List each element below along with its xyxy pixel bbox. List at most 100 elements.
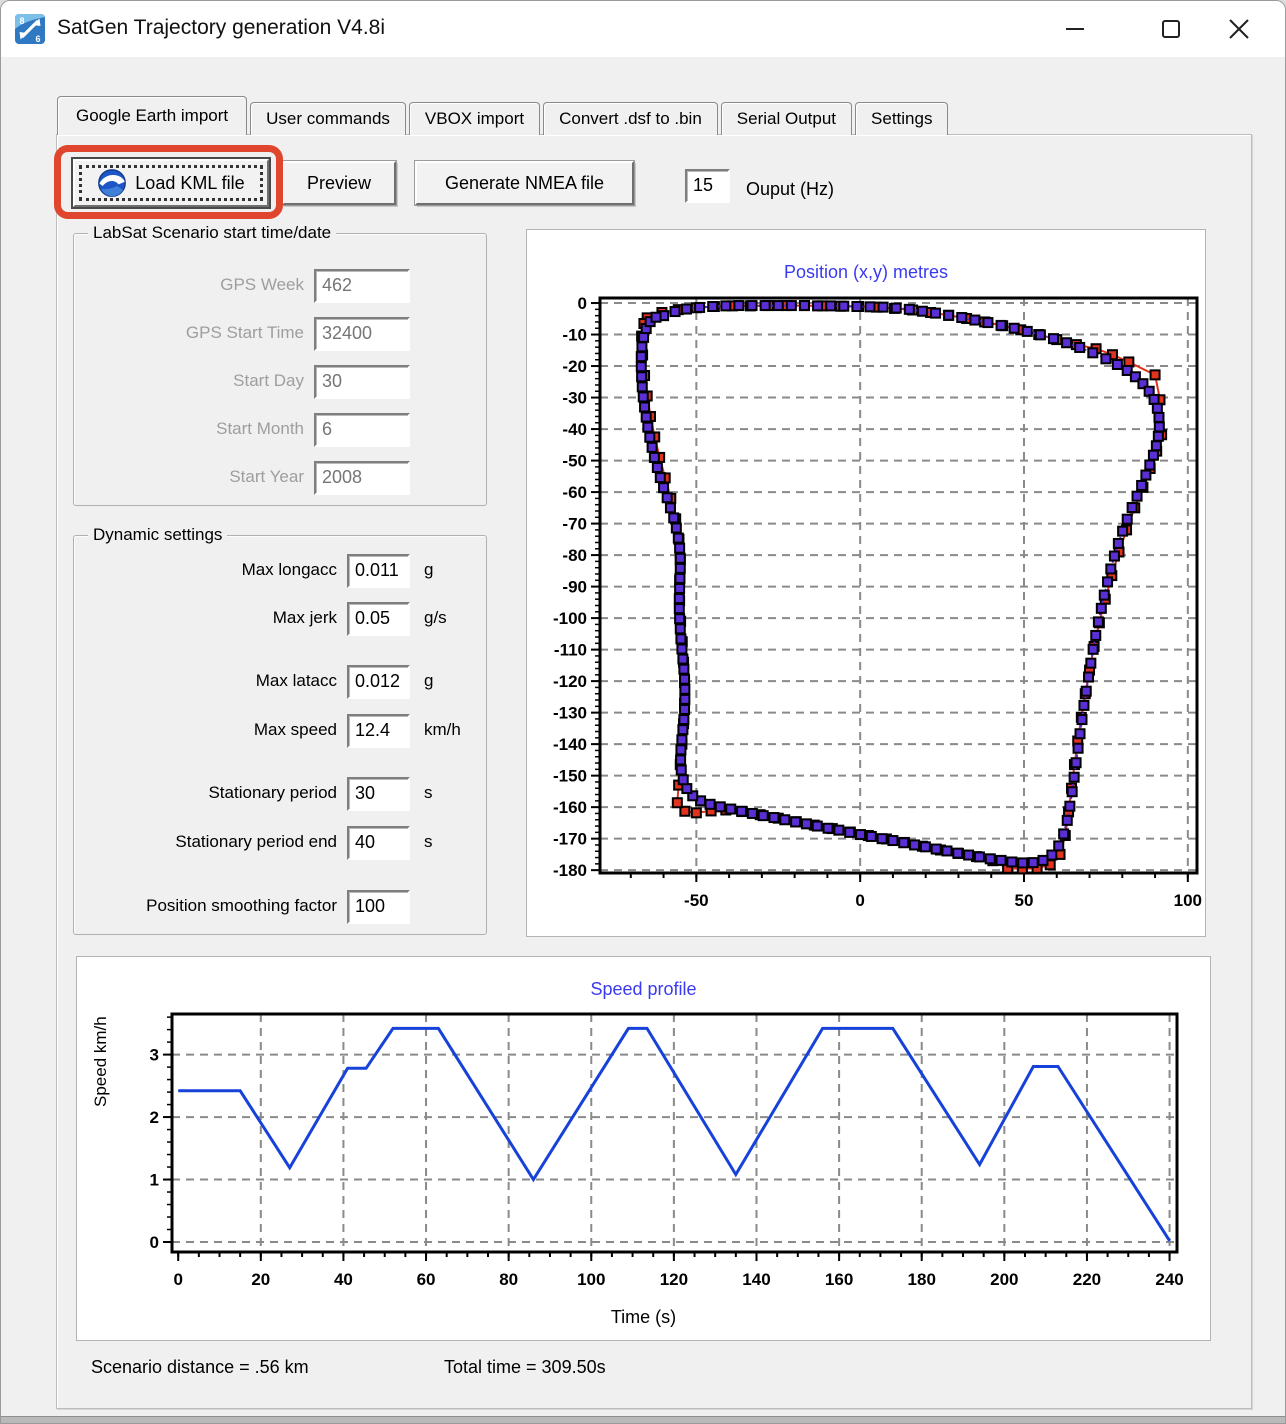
close-button[interactable] bbox=[1207, 1, 1271, 57]
gps-week-label: GPS Week bbox=[220, 275, 304, 294]
start-year-input[interactable]: 2008 bbox=[314, 461, 410, 495]
start-day-label: Start Day bbox=[233, 371, 304, 390]
scenario-distance-status: Scenario distance = .56 km bbox=[91, 1357, 309, 1377]
window-bottom-edge bbox=[1, 1416, 1285, 1423]
field-row: Max speed 12.4 km/h bbox=[74, 714, 486, 748]
dynamics-group-title: Dynamic settings bbox=[88, 525, 228, 545]
svg-text:-130: -130 bbox=[553, 704, 587, 723]
svg-text:140: 140 bbox=[742, 1270, 770, 1289]
dynamics-groupbox: Dynamic settings Max longacc 0.011 g Max… bbox=[73, 525, 487, 935]
maximize-button[interactable] bbox=[1139, 1, 1203, 57]
position-smoothing-factor-label: Position smoothing factor bbox=[146, 896, 337, 915]
max-speed-label: Max speed bbox=[253, 720, 337, 739]
svg-text:-90: -90 bbox=[562, 578, 587, 597]
field-row: GPS Start Time 32400 bbox=[74, 317, 486, 351]
scenario-groupbox: LabSat Scenario start time/date GPS Week… bbox=[73, 223, 487, 506]
start-month-label: Start Month bbox=[216, 419, 304, 438]
svg-text:-50: -50 bbox=[562, 452, 587, 471]
max-jerk-input[interactable]: 0.05 bbox=[347, 602, 410, 636]
svg-text:-170: -170 bbox=[553, 830, 587, 849]
position-chart-panel: Position (x,y) metres -50 0 50 100 -180 -170-… bbox=[526, 229, 1206, 937]
generate-nmea-file-button[interactable]: Generate NMEA file bbox=[415, 161, 634, 205]
svg-text:200: 200 bbox=[990, 1270, 1018, 1289]
field-row: Stationary period end 40 s bbox=[74, 826, 486, 860]
field-row: Max latacc 0.012 g bbox=[74, 665, 486, 699]
position-smoothing-factor-input[interactable]: 100 bbox=[347, 890, 410, 924]
position-chart-title: Position (x,y) metres bbox=[783, 262, 949, 282]
speed-chart-panel: Speed profile Speed km/h 0 20 40 60 80 100 120… bbox=[76, 956, 1211, 1341]
svg-text:0: 0 bbox=[173, 1270, 182, 1289]
field-row: Start Day 30 bbox=[74, 365, 486, 399]
svg-text:-10: -10 bbox=[562, 326, 587, 345]
stationary-period-end-unit: s bbox=[424, 832, 433, 851]
app-icon: 8 6 bbox=[15, 14, 45, 44]
max-speed-input[interactable]: 12.4 bbox=[347, 714, 410, 748]
max-latacc-unit: g bbox=[424, 671, 434, 690]
svg-text:-60: -60 bbox=[562, 483, 587, 502]
start-month-input[interactable]: 6 bbox=[314, 413, 410, 447]
svg-text:-180: -180 bbox=[553, 861, 587, 880]
svg-text:-140: -140 bbox=[553, 735, 587, 754]
tab-settings[interactable]: Settings bbox=[855, 102, 949, 135]
tab-serial-output[interactable]: Serial Output bbox=[720, 102, 853, 135]
svg-text:-50: -50 bbox=[684, 891, 709, 910]
stationary-period-unit: s bbox=[424, 783, 433, 802]
stationary-period-label: Stationary period bbox=[208, 783, 337, 802]
field-row: Position smoothing factor 100 bbox=[74, 890, 486, 924]
tab-user-commands[interactable]: User commands bbox=[250, 102, 406, 135]
field-row: Start Year 2008 bbox=[74, 461, 486, 495]
start-day-input[interactable]: 30 bbox=[314, 365, 410, 399]
svg-text:-30: -30 bbox=[562, 389, 587, 408]
svg-text:160: 160 bbox=[825, 1270, 853, 1289]
field-row: Stationary period 30 s bbox=[74, 777, 486, 811]
stationary-period-end-label: Stationary period end bbox=[175, 832, 337, 851]
svg-text:-150: -150 bbox=[553, 767, 587, 786]
stationary-period-end-input[interactable]: 40 bbox=[347, 826, 410, 860]
output-hz-input[interactable]: 15 bbox=[685, 169, 730, 203]
max-jerk-label: Max jerk bbox=[272, 608, 337, 627]
gps-week-input[interactable]: 462 bbox=[314, 269, 410, 303]
max-latacc-input[interactable]: 0.012 bbox=[347, 665, 410, 699]
max-latacc-label: Max latacc bbox=[255, 671, 337, 690]
tab-strip: Google Earth import User commands VBOX i… bbox=[57, 96, 951, 135]
tab-google-earth-import[interactable]: Google Earth import bbox=[57, 96, 248, 135]
svg-text:3: 3 bbox=[150, 1046, 159, 1065]
svg-text:-160: -160 bbox=[553, 798, 587, 817]
svg-text:40: 40 bbox=[334, 1270, 353, 1289]
svg-text:-20: -20 bbox=[562, 357, 587, 376]
minimize-button[interactable] bbox=[1043, 1, 1107, 57]
load-kml-file-button[interactable]: Load KML file bbox=[73, 159, 269, 207]
tab-vbox-import[interactable]: VBOX import bbox=[408, 102, 541, 135]
start-year-label: Start Year bbox=[229, 467, 304, 486]
svg-text:-100: -100 bbox=[553, 609, 587, 628]
svg-text:6: 6 bbox=[35, 34, 40, 44]
svg-text:100: 100 bbox=[1174, 891, 1202, 910]
max-jerk-unit: g/s bbox=[424, 608, 447, 627]
google-earth-icon bbox=[98, 169, 127, 197]
preview-button[interactable]: Preview bbox=[282, 161, 396, 205]
minimize-icon bbox=[1066, 28, 1084, 30]
svg-text:0: 0 bbox=[578, 294, 587, 313]
field-row: GPS Week 462 bbox=[74, 269, 486, 303]
speed-chart-title: Speed profile bbox=[590, 979, 697, 999]
max-longacc-input[interactable]: 0.011 bbox=[347, 554, 410, 588]
svg-text:-110: -110 bbox=[554, 641, 587, 660]
svg-text:8: 8 bbox=[19, 16, 24, 26]
field-row: Start Month 6 bbox=[74, 413, 486, 447]
tab-convert-dsf-to-bin[interactable]: Convert .dsf to .bin bbox=[543, 102, 718, 135]
field-row: Max jerk 0.05 g/s bbox=[74, 602, 486, 636]
svg-text:240: 240 bbox=[1155, 1270, 1183, 1289]
gps-start-time-label: GPS Start Time bbox=[185, 323, 304, 342]
gps-start-time-input[interactable]: 32400 bbox=[314, 317, 410, 351]
titlebar: 8 6 SatGen Trajectory generation V4.8i bbox=[1, 1, 1285, 57]
svg-text:20: 20 bbox=[251, 1270, 270, 1289]
max-speed-unit: km/h bbox=[424, 720, 461, 739]
stationary-period-input[interactable]: 30 bbox=[347, 777, 410, 811]
load-kml-file-label: Load KML file bbox=[135, 172, 245, 193]
svg-text:2: 2 bbox=[150, 1108, 159, 1127]
svg-text:0: 0 bbox=[855, 891, 864, 910]
max-longacc-label: Max longacc bbox=[241, 560, 337, 579]
svg-text:-80: -80 bbox=[562, 546, 587, 565]
max-longacc-unit: g bbox=[424, 560, 434, 579]
